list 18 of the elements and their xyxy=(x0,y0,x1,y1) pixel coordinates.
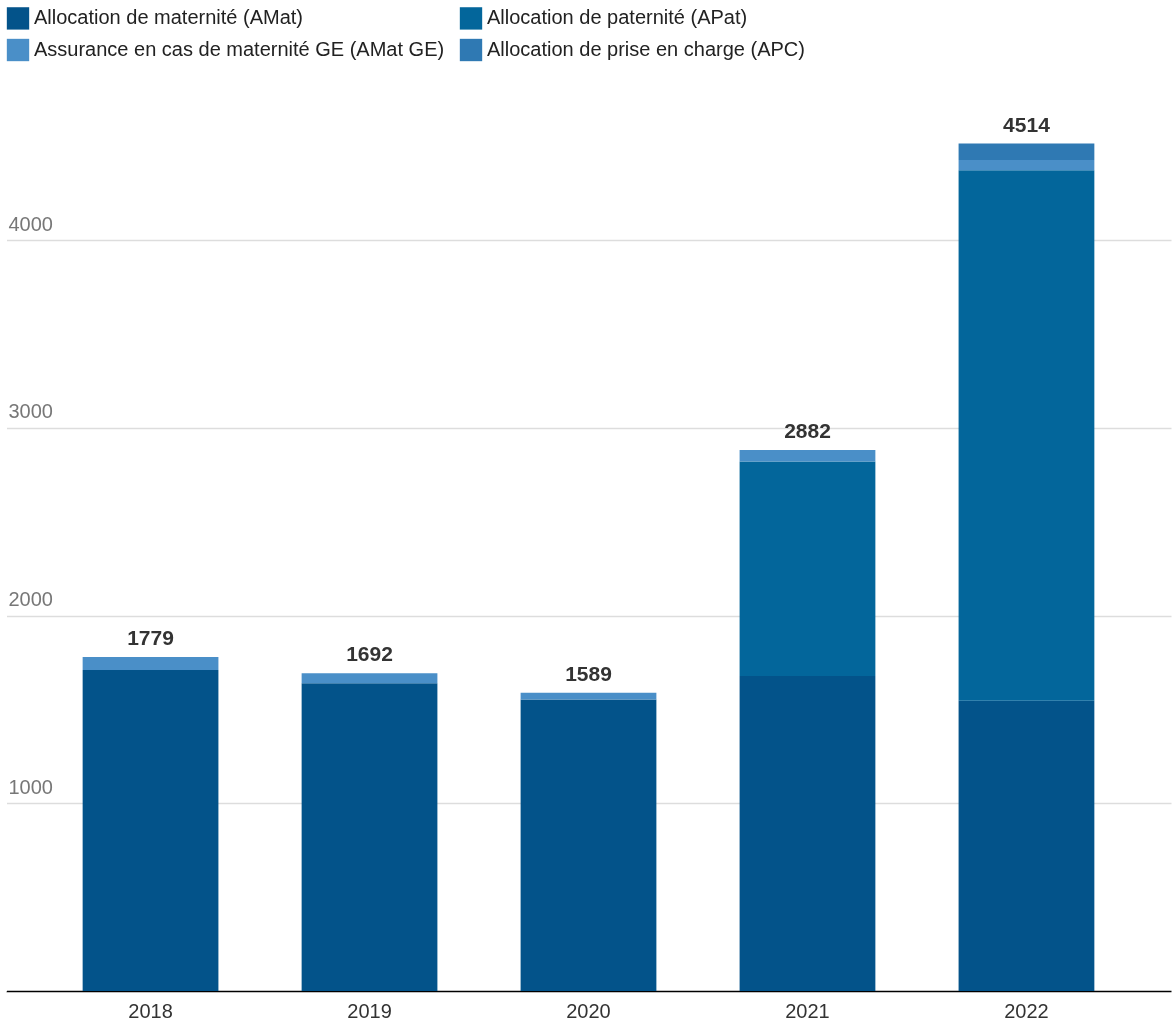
total-label: 4514 xyxy=(1003,112,1051,136)
x-tick-label: 2018 xyxy=(128,999,173,1022)
y-tick-label: 3000 xyxy=(8,400,53,423)
total-label: 1589 xyxy=(565,661,612,685)
legend-label: Allocation de maternité (AMat) xyxy=(34,6,304,29)
total-label: 1779 xyxy=(127,626,174,650)
x-tick-label: 2022 xyxy=(1004,999,1049,1022)
legend-label: Allocation de prise en charge (APC) xyxy=(487,38,805,60)
legend-label: Assurance en cas de maternité GE (AMat GE) xyxy=(34,38,445,60)
total-label: 2882 xyxy=(784,418,831,442)
x-tick-label: 2021 xyxy=(785,999,830,1022)
y-tick-label: 4000 xyxy=(8,212,53,235)
total-label: 1692 xyxy=(346,642,393,666)
x-tick-label: 2020 xyxy=(566,999,611,1022)
y-tick-label: 2000 xyxy=(8,588,53,611)
y-tick-label: 1000 xyxy=(8,775,53,798)
x-tick-label: 2019 xyxy=(347,999,392,1022)
legend-label: Allocation de paternité (APat) xyxy=(487,6,748,29)
